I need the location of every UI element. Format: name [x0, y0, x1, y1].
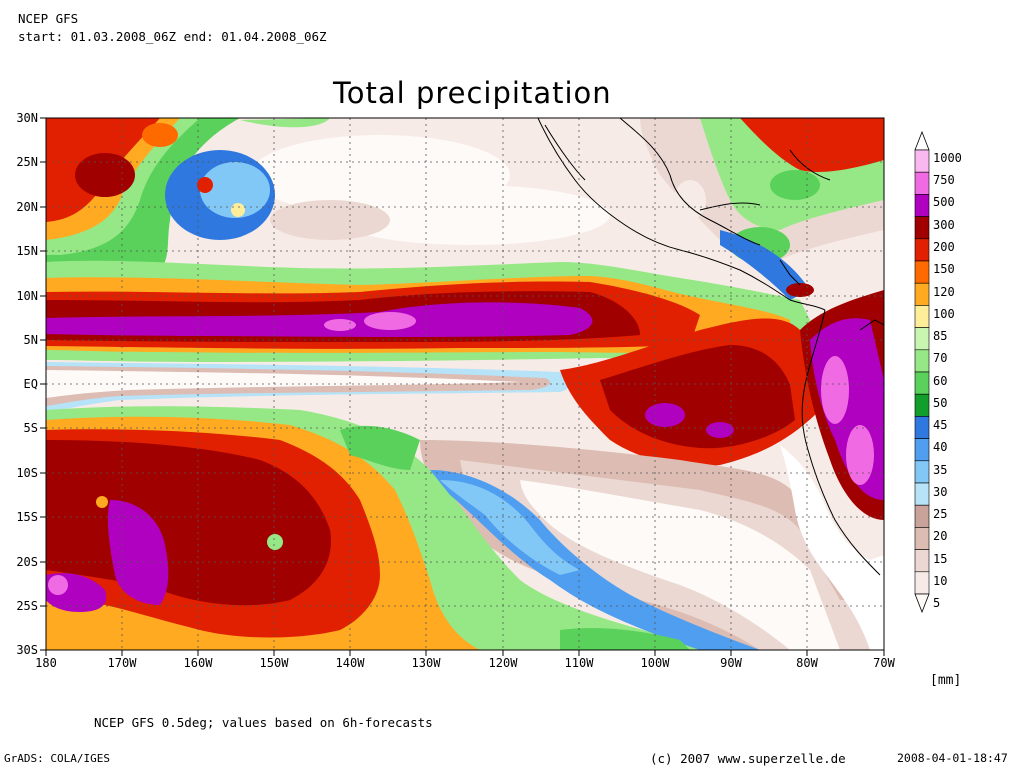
colorbar-swatch [914, 393, 930, 417]
lat-label: EQ [24, 377, 38, 391]
colorbar-swatch [914, 305, 930, 328]
axis-ticks [40, 117, 885, 656]
colorbar-swatch [914, 149, 930, 173]
lon-label: 120W [489, 656, 519, 670]
footer-software: GrADS: COLA/IGES [4, 752, 110, 765]
colorbar-swatch [914, 460, 930, 484]
footer-copyright: (c) 2007 www.superzelle.de [650, 751, 846, 766]
lat-label: 25N [16, 155, 38, 169]
colorbar-top-arrow [914, 130, 930, 151]
lon-label: 100W [641, 656, 671, 670]
colorbar-label: 70 [933, 351, 947, 365]
colorbar-label: 100 [933, 307, 955, 321]
lon-label: 170W [108, 656, 138, 670]
lat-label: 20N [16, 200, 38, 214]
lat-label: 30N [16, 111, 38, 125]
colorbar-label: 15 [933, 552, 947, 566]
colorbar-label: 1000 [933, 151, 962, 165]
colorbar-swatch [914, 349, 930, 373]
lat-label: 20S [16, 555, 38, 569]
colorbar-swatch [914, 571, 930, 595]
lon-label: 110W [565, 656, 595, 670]
colorbar-label: 200 [933, 240, 955, 254]
land-mask [780, 445, 884, 650]
colorbar-label: 120 [933, 285, 955, 299]
lon-label: 180 [35, 656, 57, 670]
lat-label: 30S [16, 643, 38, 657]
colorbar-swatch [914, 216, 930, 240]
lat-label: 25S [16, 599, 38, 613]
colorbar-swatch [914, 194, 930, 217]
colorbar-swatch [914, 527, 930, 550]
colorbar-unit: [mm] [930, 673, 961, 688]
colorbar-label: 300 [933, 218, 955, 232]
colorbar-swatch [914, 371, 930, 395]
colorbar-label: 50 [933, 396, 947, 410]
lat-label: 10N [16, 289, 38, 303]
colorbar-swatch [914, 549, 930, 573]
coastlines [537, 118, 884, 576]
colorbar-bottom-arrow [914, 593, 930, 614]
colorbar [914, 130, 930, 614]
lon-label: 160W [184, 656, 214, 670]
colorbar-swatch [914, 438, 930, 462]
colorbar-label: 60 [933, 374, 947, 388]
colorbar-label: 35 [933, 463, 947, 477]
lon-label: 130W [412, 656, 442, 670]
graticule [46, 118, 884, 650]
colorbar-label: 750 [933, 173, 955, 187]
colorbar-label: 20 [933, 529, 947, 543]
colorbar-swatch [914, 482, 930, 506]
precipitation-field [46, 118, 884, 650]
lon-label: 150W [260, 656, 290, 670]
colorbar-label: 30 [933, 485, 947, 499]
footer-timestamp: 2008-04-01-18:47 [897, 751, 1008, 765]
longitude-labels: 180 170W 160W 150W 140W 130W 120W 110W 1… [35, 656, 895, 670]
lat-label: 5S [24, 421, 38, 435]
lon-label: 90W [720, 656, 742, 670]
colorbar-swatch [914, 282, 930, 306]
lat-label: 5N [24, 333, 38, 347]
latitude-labels: 30N 25N 20N 15N 10N 5N EQ 5S 10S 15S 20S… [16, 111, 38, 657]
map-title: Total precipitation [333, 76, 612, 110]
model-name: NCEP GFS [18, 11, 79, 26]
lat-label: 15N [16, 244, 38, 258]
footer-note: NCEP GFS 0.5deg; values based on 6h-fore… [94, 715, 433, 730]
colorbar-swatch [914, 504, 930, 528]
colorbar-swatch [914, 171, 930, 195]
colorbar-label: 40 [933, 440, 947, 454]
colorbar-swatch [914, 416, 930, 439]
colorbar-swatch [914, 238, 930, 262]
lon-label: 70W [873, 656, 895, 670]
lat-label: 10S [16, 466, 38, 480]
colorbar-label: 45 [933, 418, 947, 432]
forecast-period: start: 01.03.2008_06Z end: 01.04.2008_06… [18, 29, 327, 44]
lat-label: 15S [16, 510, 38, 524]
colorbar-labels: 1000 750 500 300 200 150 120 100 85 70 6… [933, 151, 962, 610]
colorbar-label: 10 [933, 574, 947, 588]
colorbar-label: 500 [933, 195, 955, 209]
colorbar-swatch [914, 260, 930, 284]
colorbar-label: 85 [933, 329, 947, 343]
colorbar-swatch [914, 327, 930, 351]
colorbar-label: 150 [933, 262, 955, 276]
colorbar-label: 5 [933, 596, 940, 610]
lon-label: 140W [336, 656, 366, 670]
lon-label: 80W [796, 656, 818, 670]
colorbar-label: 25 [933, 507, 947, 521]
